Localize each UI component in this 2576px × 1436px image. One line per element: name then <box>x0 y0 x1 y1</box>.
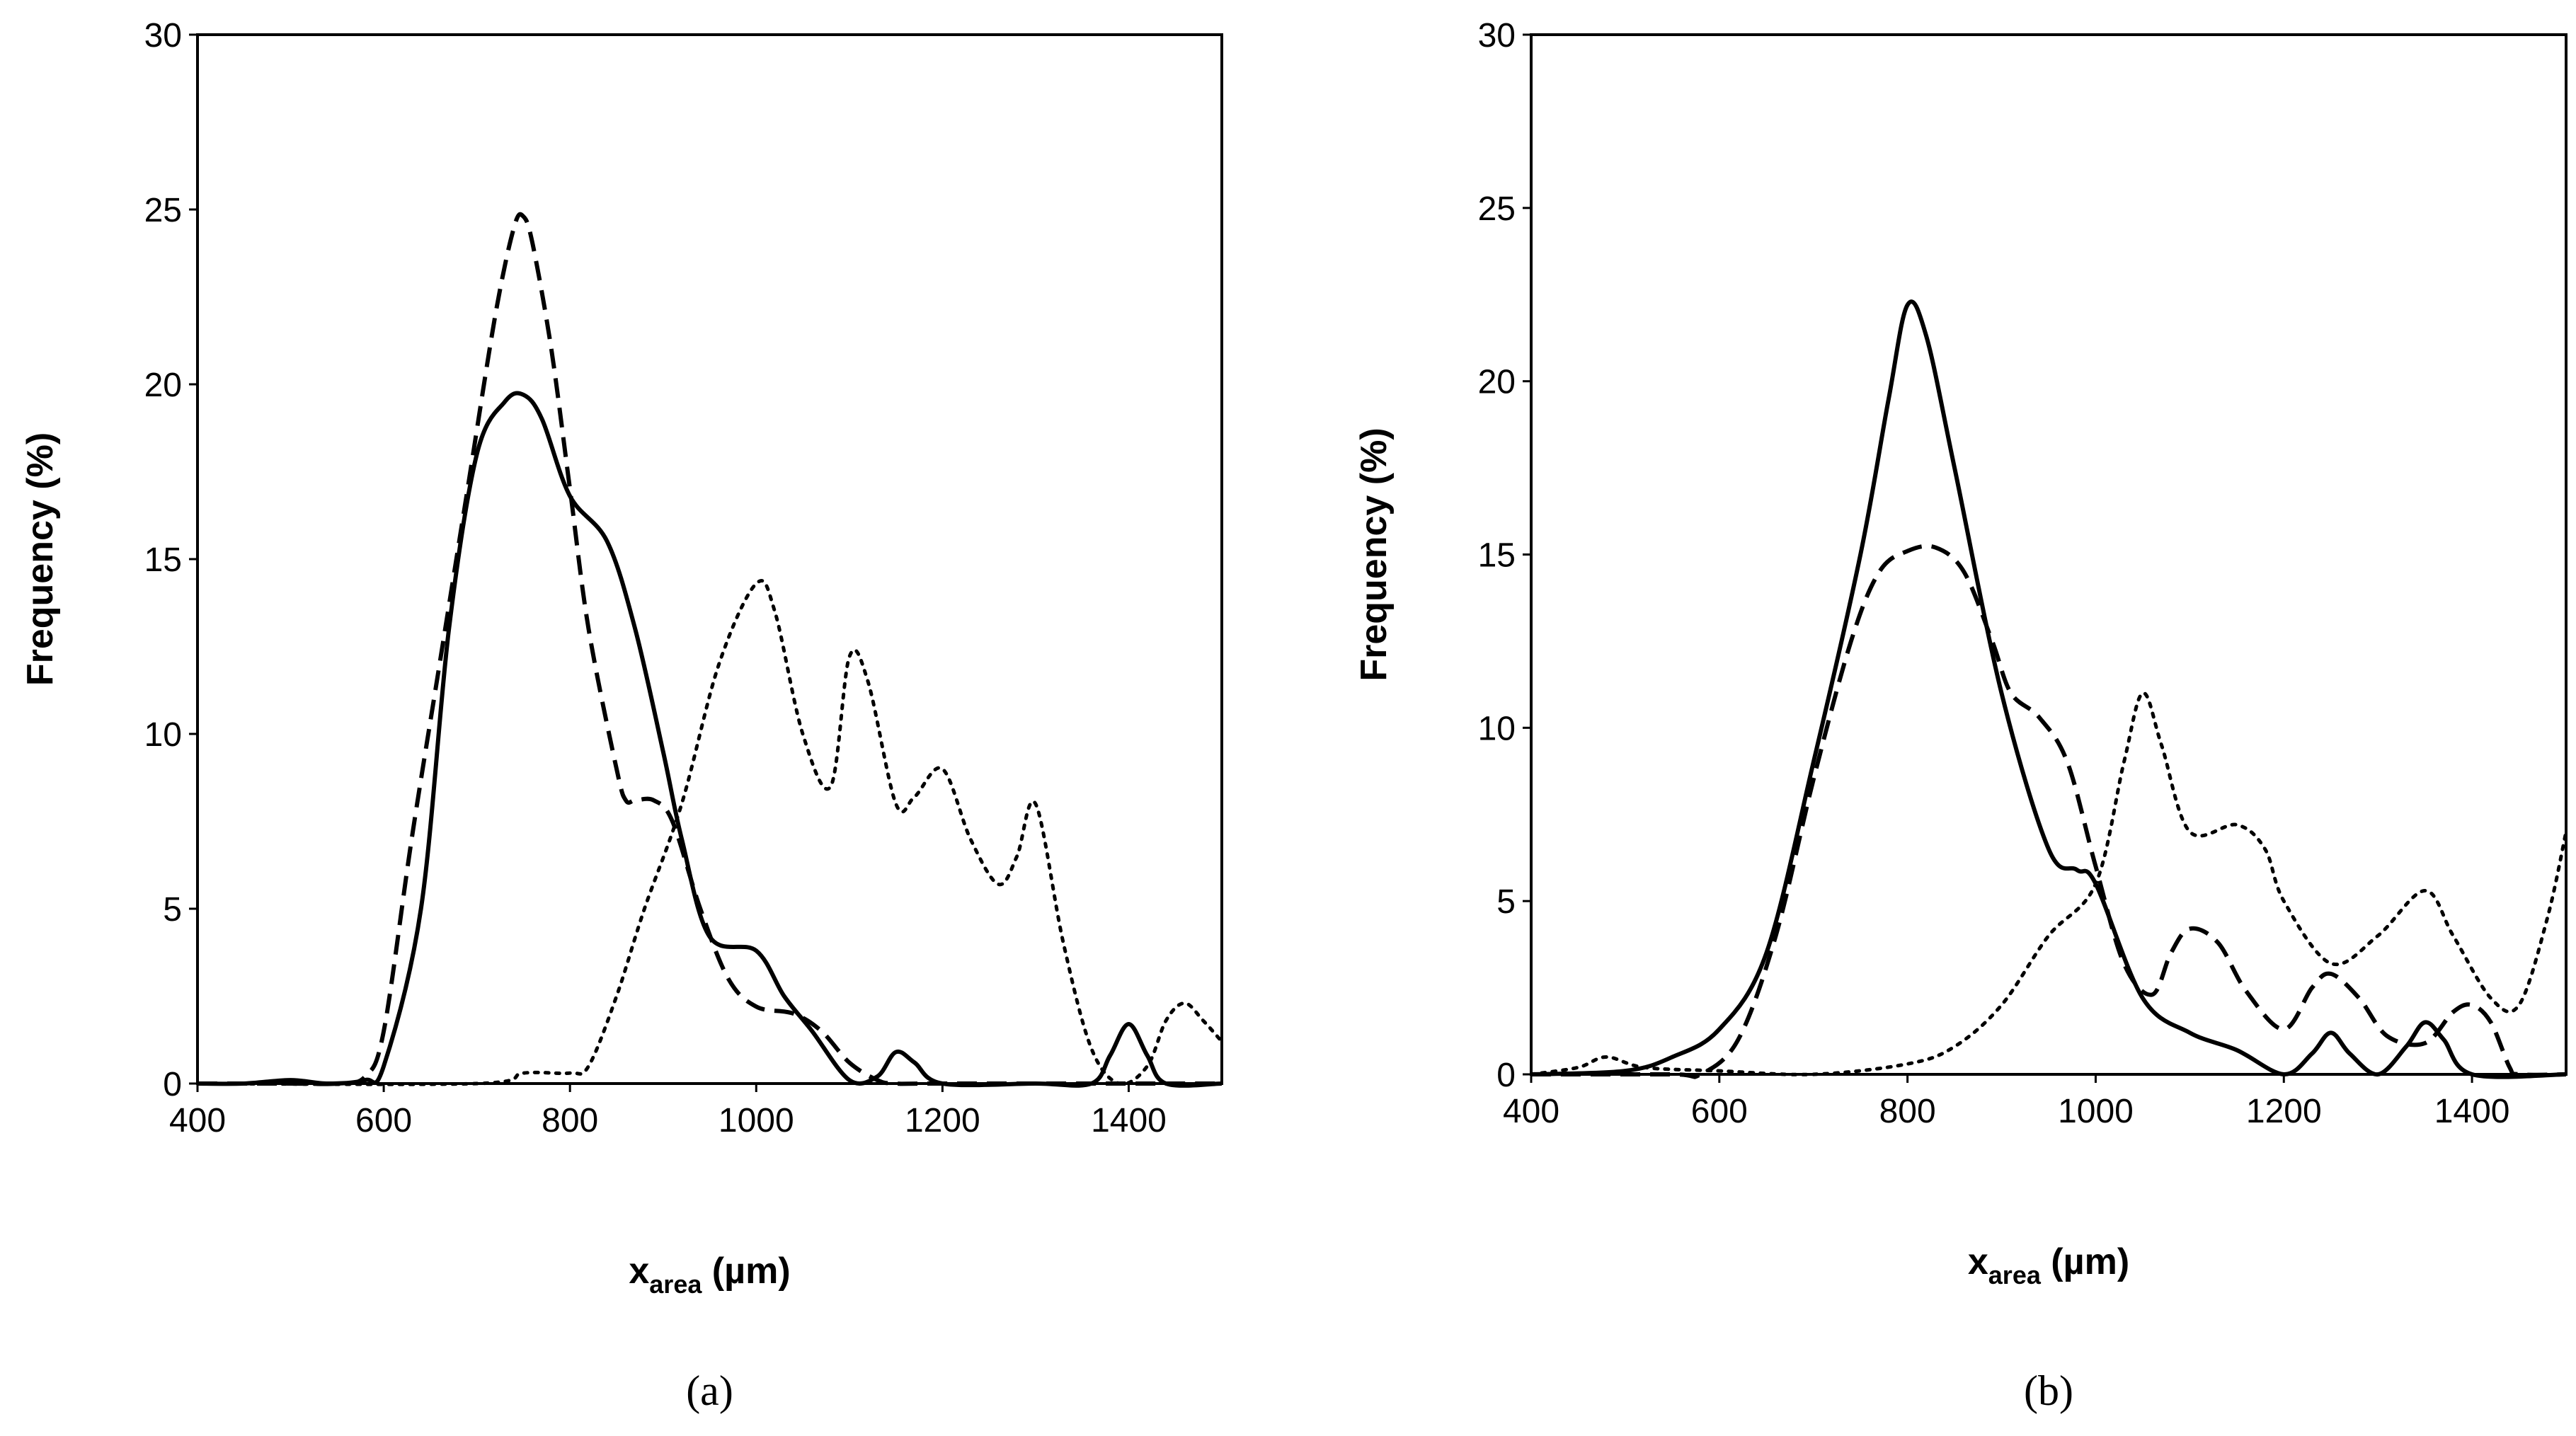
y-tick-label: 10 <box>1478 710 1516 747</box>
y-axis-ticks: 0 5 10 15 20 25 30 <box>144 17 198 1103</box>
y-tick-label: 10 <box>144 716 182 754</box>
x-tick-label: 400 <box>1503 1093 1559 1130</box>
x-tick-label: 1400 <box>2434 1093 2510 1130</box>
y-tick-label: 5 <box>163 891 182 929</box>
x-tick-label: 800 <box>542 1102 598 1139</box>
x-tick-label: 1400 <box>1091 1102 1167 1139</box>
y-axis-title: Frequency (%) <box>1353 427 1395 681</box>
y-tick-label: 0 <box>1496 1057 1516 1094</box>
series-group <box>195 212 1224 1088</box>
series-line-dotted <box>195 579 1224 1086</box>
series-line-dashed <box>1531 544 2567 1079</box>
x-axis-title-unit: (µm) <box>702 1251 790 1292</box>
x-axis-title-subscript: area <box>649 1270 702 1299</box>
y-tick-label: 30 <box>144 17 182 54</box>
x-tick-label: 1200 <box>905 1102 980 1139</box>
x-axis-ticks: 400 600 800 1000 1200 1400 <box>1503 1074 2510 1130</box>
x-axis-ticks: 400 600 800 1000 1200 1400 <box>169 1084 1167 1139</box>
series-line-dotted <box>1529 691 2568 1076</box>
y-tick-label: 15 <box>1478 537 1516 575</box>
x-tick-label: 600 <box>1691 1093 1748 1130</box>
y-tick-label: 25 <box>1478 190 1516 228</box>
y-tick-label: 20 <box>1478 364 1516 401</box>
y-tick-label: 25 <box>144 192 182 229</box>
series-line-solid <box>1530 299 2567 1079</box>
panel-label: (b) <box>2024 1367 2073 1414</box>
x-tick-label: 1200 <box>2246 1093 2322 1130</box>
x-axis-title: xarea (µm) <box>629 1251 790 1299</box>
panel-label: (a) <box>686 1367 733 1414</box>
x-tick-label: 1000 <box>719 1102 794 1139</box>
x-tick-label: 600 <box>355 1102 412 1139</box>
x-axis-title-unit: (µm) <box>2041 1241 2129 1282</box>
y-tick-label: 30 <box>1478 17 1516 54</box>
y-tick-label: 15 <box>144 541 182 579</box>
series-line-dashed <box>198 212 1222 1086</box>
x-tick-label: 1000 <box>2058 1093 2134 1130</box>
y-axis-ticks: 0 5 10 15 20 25 30 <box>1478 17 1531 1094</box>
x-tick-label: 800 <box>1879 1093 1936 1130</box>
x-axis-title-subscript: area <box>1988 1260 2042 1289</box>
series-group <box>1529 299 2568 1079</box>
y-tick-label: 5 <box>1496 883 1516 921</box>
y-axis-title: Frequency (%) <box>20 432 61 686</box>
x-axis-title-main: x <box>629 1251 649 1292</box>
chart-panel-a: 0 5 10 15 20 25 30 400 600 800 1000 1200 1400 Frequ… <box>20 17 1224 1414</box>
x-axis-title: xarea (µm) <box>1968 1241 2129 1289</box>
chart-panel-b: 0 5 10 15 20 25 30 400 600 800 1000 1200 1400 Frequ… <box>1353 17 2568 1414</box>
x-tick-label: 400 <box>169 1102 226 1139</box>
y-tick-label: 20 <box>144 367 182 404</box>
y-tick-label: 0 <box>163 1066 182 1103</box>
x-axis-title-main: x <box>1968 1241 1988 1282</box>
